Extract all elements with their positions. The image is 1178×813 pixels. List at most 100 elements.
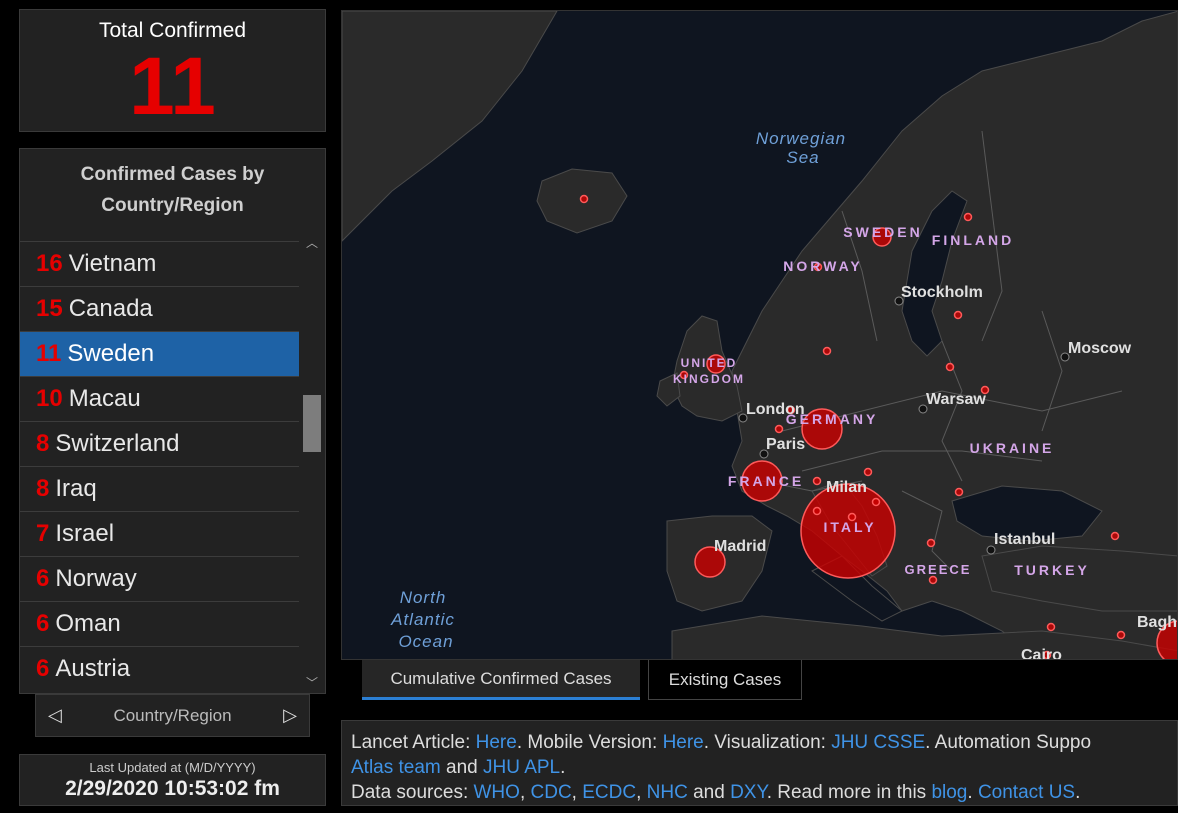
tab-existing-cases[interactable]: Existing Cases xyxy=(648,660,802,700)
country-label: GERMANY xyxy=(786,411,879,427)
marker-lebanon[interactable] xyxy=(1046,622,1056,632)
marker-iraq[interactable] xyxy=(1116,630,1126,640)
scrollbar-thumb[interactable] xyxy=(303,395,321,452)
ecdc-link[interactable]: ECDC xyxy=(582,782,637,803)
list-item-country: Israel xyxy=(55,520,115,547)
dxy-link[interactable]: DXY xyxy=(730,782,767,803)
list-item-selected[interactable]: 11 Sweden xyxy=(20,331,299,376)
country-list: 16 Vietnam 15 Canada 11 Sweden 10 Macau 8 Swi… xyxy=(20,241,299,691)
marker-spain[interactable] xyxy=(694,546,726,578)
marker-croatia[interactable] xyxy=(871,497,881,507)
city-label: Cairo xyxy=(1021,647,1062,660)
ocean-label: North xyxy=(400,588,447,607)
marker-belarus[interactable] xyxy=(945,362,955,372)
country-label: FRANCE xyxy=(728,473,804,489)
list-item-count: 6 xyxy=(36,655,50,682)
marker-sanmarino[interactable] xyxy=(847,512,857,522)
info-text: Lancet Article: xyxy=(351,732,476,753)
list-item-count: 11 xyxy=(36,340,62,367)
country-list-header-line2: Country/Region xyxy=(101,195,244,216)
marker-ukraine[interactable] xyxy=(954,487,964,497)
info-text: Data sources: xyxy=(351,782,474,803)
list-item[interactable]: 15 Canada xyxy=(20,286,299,331)
marker-italy[interactable] xyxy=(800,483,896,579)
info-text: . Mobile Version: xyxy=(516,732,663,753)
list-item[interactable]: 6 Norway xyxy=(20,556,299,601)
marker-iceland[interactable] xyxy=(579,194,589,204)
list-item[interactable]: 6 Oman xyxy=(20,601,299,646)
list-item[interactable]: 8 Iraq xyxy=(20,466,299,511)
list-item[interactable]: 6 Austria xyxy=(20,646,299,691)
ocean-label: Sea xyxy=(786,148,819,167)
atlas-team-link[interactable]: Atlas team xyxy=(351,757,441,778)
marker-uk[interactable] xyxy=(706,354,726,374)
scroll-up-icon[interactable]: ︿ xyxy=(305,236,318,250)
country-label: TURKEY xyxy=(1014,562,1090,578)
pager-label: Country/Region xyxy=(113,705,232,725)
info-text: , xyxy=(571,782,583,803)
marker-georgia[interactable] xyxy=(1110,531,1120,541)
city-label: Paris xyxy=(766,436,805,453)
next-page-icon[interactable]: ▷ xyxy=(283,705,297,725)
marker-egypt[interactable] xyxy=(1042,650,1052,659)
country-label: UNITED xyxy=(681,356,738,370)
info-text: and xyxy=(687,782,731,803)
country-label: NORWAY xyxy=(783,258,862,274)
cdc-link[interactable]: CDC xyxy=(530,782,572,803)
marker-sweden[interactable] xyxy=(872,227,892,247)
marker-france[interactable] xyxy=(741,460,783,502)
list-item[interactable]: 7 Israel xyxy=(20,511,299,556)
total-confirmed-panel: Total Confirmed 11 xyxy=(19,9,326,132)
list-item[interactable]: 10 Macau xyxy=(20,376,299,421)
list-item-country: Iraq xyxy=(55,475,97,502)
marker-monaco[interactable] xyxy=(812,506,822,516)
blog-link[interactable]: blog xyxy=(931,782,968,803)
list-item-country: Norway xyxy=(55,565,137,592)
city-label: Baghd xyxy=(1137,614,1178,631)
list-item[interactable]: 8 Switzerland xyxy=(20,421,299,466)
list-item[interactable]: 16 Vietnam xyxy=(20,241,299,286)
info-text: , xyxy=(519,782,531,803)
prev-page-icon[interactable]: ◁ xyxy=(48,705,62,725)
marker-iran[interactable] xyxy=(1156,620,1178,660)
info-text: . Visualization: xyxy=(703,732,832,753)
list-item-count: 8 xyxy=(36,430,50,457)
marker-germany[interactable] xyxy=(801,408,843,450)
marker-russia[interactable] xyxy=(980,385,990,395)
info-text: . Read more in this xyxy=(766,782,932,803)
who-link[interactable]: WHO xyxy=(473,782,520,803)
map-view[interactable]: Norwegian Sea North Atlantic Ocean xyxy=(341,10,1178,660)
map-svg: Norwegian Sea North Atlantic Ocean xyxy=(342,11,1178,660)
list-item-country: Austria xyxy=(55,655,131,682)
nhc-link[interactable]: NHC xyxy=(646,782,688,803)
marker-ireland[interactable] xyxy=(679,370,689,380)
marker-greece[interactable] xyxy=(928,575,938,585)
info-text: . xyxy=(967,782,978,803)
mobile-link[interactable]: Here xyxy=(662,732,704,753)
list-item-country: Canada xyxy=(68,295,153,322)
marker-norway[interactable] xyxy=(813,262,823,272)
marker-switzerland[interactable] xyxy=(812,476,822,486)
country-label: UKRAINE xyxy=(970,440,1055,456)
list-item-country: Macau xyxy=(68,385,141,412)
marker-denmark[interactable] xyxy=(822,346,832,356)
scroll-down-icon[interactable]: ﹀ xyxy=(305,676,318,690)
contact-us-link[interactable]: Contact US xyxy=(977,782,1076,803)
info-text: . xyxy=(560,757,566,778)
marker-belgium[interactable] xyxy=(774,424,784,434)
marker-finland[interactable] xyxy=(963,212,973,222)
lancet-link[interactable]: Here xyxy=(475,732,517,753)
info-line-3: Data sources: WHO, CDC, ECDC, NHC and DX… xyxy=(351,780,1168,805)
tab-cumulative-confirmed[interactable]: Cumulative Confirmed Cases xyxy=(362,660,640,700)
list-item-count: 6 xyxy=(36,565,50,592)
marker-netherlands[interactable] xyxy=(786,405,796,415)
jhu-apl-link[interactable]: JHU APL xyxy=(483,757,561,778)
marker-austria[interactable] xyxy=(863,467,873,477)
jhu-csse-link[interactable]: JHU CSSE xyxy=(831,732,926,753)
ocean-label: Atlantic xyxy=(390,610,455,629)
country-label: SWEDEN xyxy=(843,224,922,240)
city-label: Warsaw xyxy=(926,391,986,408)
list-scrollbar[interactable]: ︿ ﹀ xyxy=(299,233,325,693)
marker-estonia[interactable] xyxy=(953,310,963,320)
marker-macedonia[interactable] xyxy=(926,538,936,548)
